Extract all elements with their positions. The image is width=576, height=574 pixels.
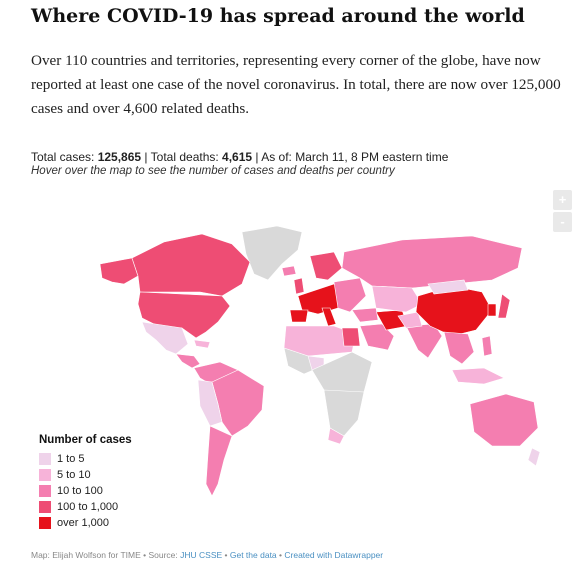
- legend-item: 100 to 1,000: [39, 499, 169, 515]
- get-data-link[interactable]: Get the data: [229, 550, 277, 560]
- country-south-africa[interactable]: [327, 427, 345, 445]
- country-usa-alaska[interactable]: [99, 257, 139, 285]
- map-legend: Number of cases 1 to 5 5 to 10 10 to 100…: [39, 434, 169, 531]
- country-australia[interactable]: [469, 393, 539, 447]
- headline: Where COVID-19 has spread around the wor…: [31, 5, 525, 27]
- region-west-africa[interactable]: [283, 347, 319, 375]
- legend-label: 100 to 1,000: [57, 501, 119, 513]
- legend-label: over 1,000: [57, 517, 109, 529]
- country-peru-bolivia[interactable]: [197, 379, 223, 427]
- country-brazil[interactable]: [211, 369, 265, 437]
- legend-title: Number of cases: [39, 434, 132, 446]
- legend-swatch: [39, 517, 51, 529]
- country-usa[interactable]: [137, 291, 231, 339]
- legend-item: over 1,000: [39, 515, 169, 531]
- country-philippines[interactable]: [481, 335, 493, 357]
- footer-separator: •: [276, 550, 285, 560]
- datawrapper-link[interactable]: Created with Datawrapper: [284, 550, 384, 560]
- legend-label: 1 to 5: [57, 453, 85, 465]
- total-deaths-value: 4,615: [222, 150, 253, 164]
- as-of-text: | As of: March 11, 8 PM eastern time: [252, 150, 449, 164]
- region-indonesia[interactable]: [451, 367, 505, 385]
- zoom-out-button[interactable]: -: [553, 212, 572, 232]
- legend-label: 5 to 10: [57, 469, 91, 481]
- country-canada[interactable]: [131, 233, 251, 297]
- region-central-america[interactable]: [175, 353, 201, 369]
- region-south-africa[interactable]: [323, 389, 365, 437]
- total-cases-label: Total cases:: [31, 150, 98, 164]
- legend-swatch: [39, 485, 51, 497]
- legend-swatch: [39, 469, 51, 481]
- footer-credit: Map: Elijah Wolfson for TIME: [31, 550, 141, 560]
- country-argentina-chile[interactable]: [205, 425, 233, 497]
- zoom-in-button[interactable]: +: [553, 190, 572, 210]
- country-russia[interactable]: [341, 235, 523, 289]
- footer-credits: Map: Elijah Wolfson for TIME • Source: J…: [31, 550, 571, 560]
- region-eastern-europe[interactable]: [333, 277, 367, 313]
- country-egypt[interactable]: [341, 327, 361, 347]
- legend-swatch: [39, 453, 51, 465]
- legend-item: 1 to 5: [39, 451, 169, 467]
- legend-item: 10 to 100: [39, 483, 169, 499]
- intro-paragraph: Over 110 countries and territories, repr…: [31, 52, 561, 117]
- total-cases-value: 125,865: [97, 150, 142, 164]
- region-southeast-asia[interactable]: [443, 331, 475, 365]
- hover-hint: Hover over the map to see the number of …: [31, 165, 395, 177]
- country-japan[interactable]: [497, 293, 511, 319]
- country-saudi-arabia[interactable]: [359, 323, 395, 351]
- source-link[interactable]: JHU CSSE: [180, 550, 223, 560]
- footer-separator: •: [222, 550, 230, 560]
- legend-item: 5 to 10: [39, 467, 169, 483]
- region-central-asia[interactable]: [371, 285, 423, 313]
- country-mexico[interactable]: [141, 321, 189, 355]
- region-scandinavia[interactable]: [309, 251, 343, 281]
- country-pakistan-afghanistan[interactable]: [397, 311, 423, 329]
- country-turkey-iraq[interactable]: [351, 307, 379, 323]
- legend-swatch: [39, 501, 51, 513]
- country-uk[interactable]: [293, 277, 305, 295]
- country-south-korea[interactable]: [487, 303, 497, 317]
- country-new-zealand[interactable]: [527, 447, 541, 467]
- country-iceland[interactable]: [281, 265, 297, 277]
- zoom-controls: + -: [553, 190, 572, 232]
- region-caribbean[interactable]: [193, 339, 211, 349]
- legend-label: 10 to 100: [57, 485, 103, 497]
- country-italy[interactable]: [321, 307, 337, 327]
- landmasses: [99, 225, 541, 497]
- world-map[interactable]: [72, 222, 542, 542]
- total-deaths-label: | Total deaths:: [141, 150, 223, 164]
- footer-separator: • Source:: [140, 550, 181, 560]
- stats-line: Total cases: 125,865 | Total deaths: 4,6…: [31, 150, 571, 165]
- country-spain[interactable]: [289, 309, 309, 323]
- country-mongolia[interactable]: [427, 279, 469, 295]
